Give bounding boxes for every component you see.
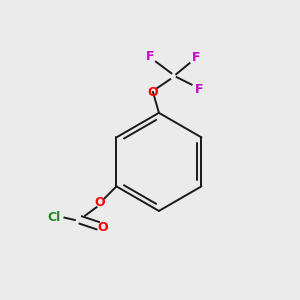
Text: F: F [146,50,154,63]
Text: F: F [195,82,203,96]
Text: F: F [192,51,200,64]
Text: O: O [148,85,158,98]
Text: O: O [95,196,105,209]
Text: Cl: Cl [47,211,61,224]
Text: O: O [98,221,108,234]
